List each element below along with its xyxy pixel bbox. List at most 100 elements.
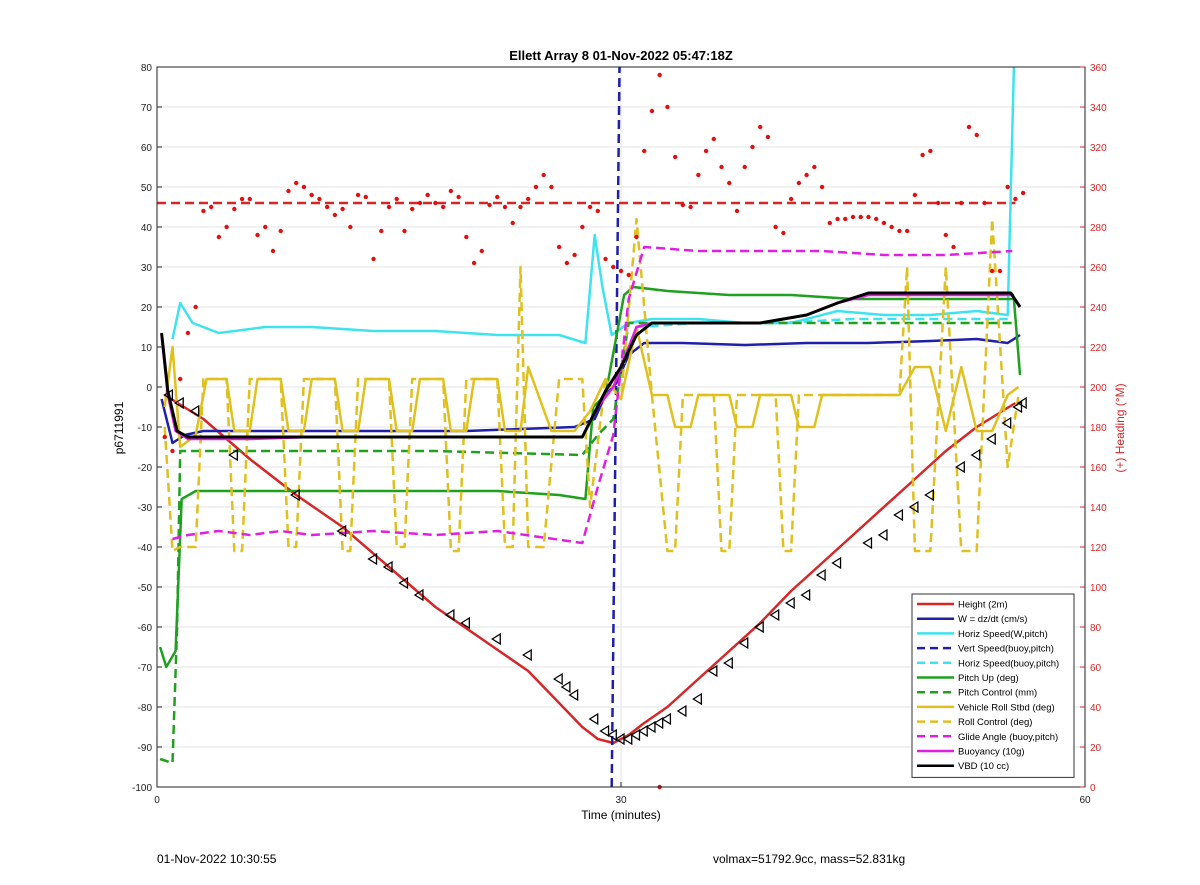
heading-point — [758, 124, 763, 130]
depth-marker — [491, 632, 501, 646]
y-tick-label-right: 200 — [1090, 383, 1107, 394]
series-line — [164, 393, 1017, 745]
heading-point — [456, 194, 461, 200]
series-line — [163, 217, 1020, 553]
y-axis-left-label: p6711991 — [112, 401, 126, 454]
y-tick-label-left: -80 — [138, 703, 153, 714]
heading-point — [703, 148, 709, 154]
heading-point — [533, 184, 539, 190]
depth-marker — [228, 448, 238, 462]
y-tick-label-left: 0 — [146, 383, 152, 394]
heading-point — [386, 204, 392, 210]
heading-point — [858, 214, 863, 220]
legend-label: Pitch Up (deg) — [958, 673, 1019, 684]
depth-marker — [1001, 416, 1012, 430]
heading-point — [812, 164, 817, 170]
heading-point — [928, 148, 933, 154]
legend-label: Buoyancy (10g) — [958, 747, 1025, 758]
depth-marker — [877, 528, 888, 542]
y-tick-label-right: 40 — [1090, 703, 1102, 714]
y-tick-label-right: 300 — [1090, 183, 1107, 194]
heading-point — [255, 232, 260, 238]
y-tick-label-left: -50 — [138, 583, 153, 594]
heading-point — [904, 228, 910, 234]
depth-marker — [753, 620, 764, 634]
depth-marker — [336, 524, 347, 538]
legend-label: Horiz Speed(W,pitch) — [958, 629, 1048, 640]
legend-box — [911, 593, 1075, 778]
heading-point — [340, 206, 345, 212]
heading-point — [990, 268, 995, 274]
series-line — [171, 66, 1016, 345]
heading-point — [688, 204, 693, 210]
heading-point — [263, 224, 268, 230]
heading-point — [1005, 184, 1010, 190]
y-tick-label-right: 360 — [1090, 63, 1107, 74]
heading-point — [495, 194, 500, 200]
series-line — [163, 325, 1020, 449]
legend-label: Horiz Speed(buoy,pitch) — [958, 658, 1059, 669]
legend-label: Pitch Control (mm) — [958, 688, 1037, 699]
heading-point — [835, 216, 840, 222]
depth-marker — [924, 488, 934, 502]
y-tick-label-right: 180 — [1090, 423, 1107, 434]
y-tick-label-left: -10 — [138, 423, 153, 434]
y-tick-label-left: -40 — [138, 543, 153, 554]
heading-point — [974, 132, 979, 138]
heading-point — [951, 244, 956, 250]
y-tick-label-right: 160 — [1090, 463, 1107, 474]
heading-point — [719, 164, 724, 170]
heading-point — [363, 194, 368, 200]
depth-marker — [893, 508, 904, 522]
heading-point — [680, 202, 686, 208]
heading-point — [603, 256, 608, 262]
heading-point — [232, 206, 237, 212]
heading-point — [796, 180, 802, 186]
heading-point — [788, 196, 794, 202]
heading-point — [556, 244, 562, 250]
depth-marker — [800, 588, 811, 602]
heading-point — [611, 264, 616, 270]
heading-point — [162, 434, 167, 440]
plot-area: -100-90-80-70-60-50-40-30-20-10010203040… — [132, 63, 1107, 806]
x-tick-label: 30 — [615, 795, 627, 806]
chart-title: Ellett Array 8 01-Nov-2022 05:47:18Z — [509, 48, 733, 63]
heading-point — [711, 136, 716, 142]
heading-point — [170, 448, 175, 454]
heading-point — [425, 192, 430, 198]
y-tick-label-left: 50 — [141, 183, 153, 194]
heading-point — [634, 234, 639, 240]
heading-point — [572, 252, 577, 258]
depth-marker — [607, 728, 617, 742]
heading-point — [618, 268, 624, 274]
heading-point — [371, 256, 376, 262]
depth-marker — [521, 648, 532, 662]
depth-marker — [444, 608, 455, 622]
depth-marker — [970, 448, 981, 462]
heading-point — [471, 260, 477, 266]
y-tick-label-left: 20 — [141, 303, 153, 314]
y-tick-label-right: 240 — [1090, 303, 1107, 314]
depth-marker — [588, 712, 599, 726]
depth-marker — [367, 552, 378, 566]
legend-label: Vert Speed(buoy,pitch) — [958, 644, 1054, 655]
heading-point — [642, 148, 647, 154]
heading-point — [402, 228, 407, 234]
depth-marker — [460, 616, 470, 630]
heading-point — [479, 248, 484, 254]
y-tick-label-right: 340 — [1090, 103, 1107, 114]
y-tick-label-right: 320 — [1090, 143, 1107, 154]
depth-marker — [955, 460, 965, 474]
heading-point — [239, 196, 245, 202]
heading-point — [1013, 196, 1018, 202]
depth-marker — [661, 712, 672, 726]
y-tick-label-left: 80 — [141, 63, 153, 74]
heading-point — [549, 184, 554, 190]
series-line — [159, 321, 1016, 765]
heading-point — [734, 208, 740, 214]
legend-label: Vehicle Roll Stbd (deg) — [958, 702, 1055, 713]
heading-point — [410, 206, 415, 212]
heading-point — [587, 204, 593, 210]
heading-point — [874, 216, 879, 222]
heading-point — [448, 188, 454, 194]
